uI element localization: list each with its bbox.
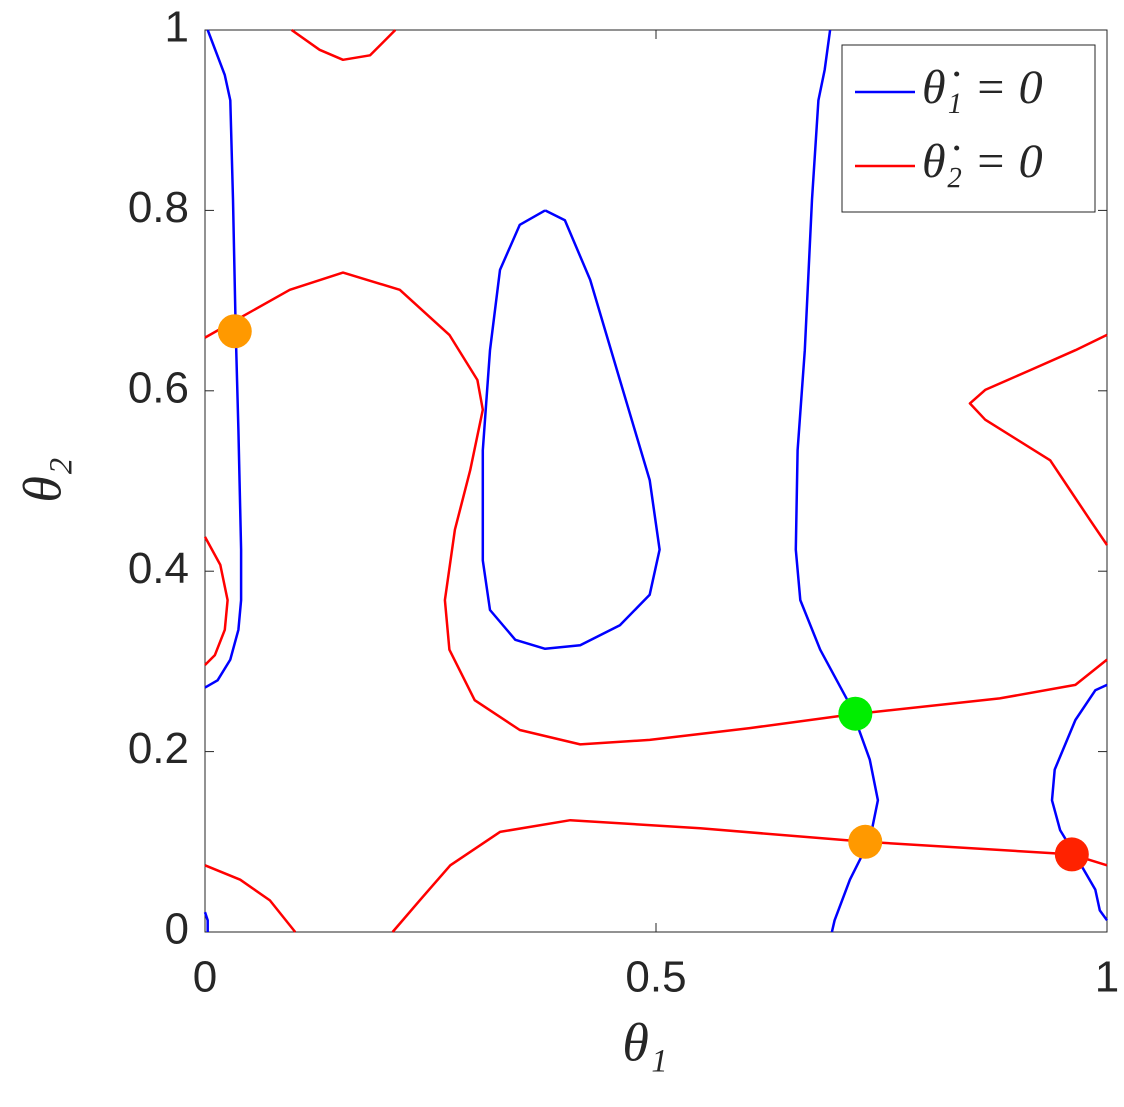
fixed-point (848, 824, 883, 859)
nullcline (203, 29, 1109, 933)
fixed-point (838, 696, 873, 731)
legend-box (841, 44, 1096, 213)
fixed-point (217, 314, 252, 349)
y-tick-label: 0.6 (128, 363, 189, 412)
y-axis-label: θ₂ (12, 457, 72, 502)
y-tick-label: 0.8 (128, 183, 189, 232)
y-tick-label: 1 (165, 3, 189, 52)
x-tick-label: 0.5 (625, 953, 686, 1002)
y-tick-label: 0 (165, 905, 189, 954)
legend-label: θ̇₂ = 0 (922, 135, 1043, 188)
y-tick-label: 0.2 (128, 724, 189, 773)
x-tick-label: 0 (193, 953, 217, 1002)
fixed-point (1054, 837, 1089, 872)
x-axis-label: θ₁ (622, 1012, 667, 1072)
nullcline (203, 28, 1109, 933)
y-tick-label: 0.4 (128, 544, 189, 593)
legend-label: θ̇₁ = 0 (922, 61, 1043, 114)
x-tick-label: 1 (1095, 953, 1119, 1002)
